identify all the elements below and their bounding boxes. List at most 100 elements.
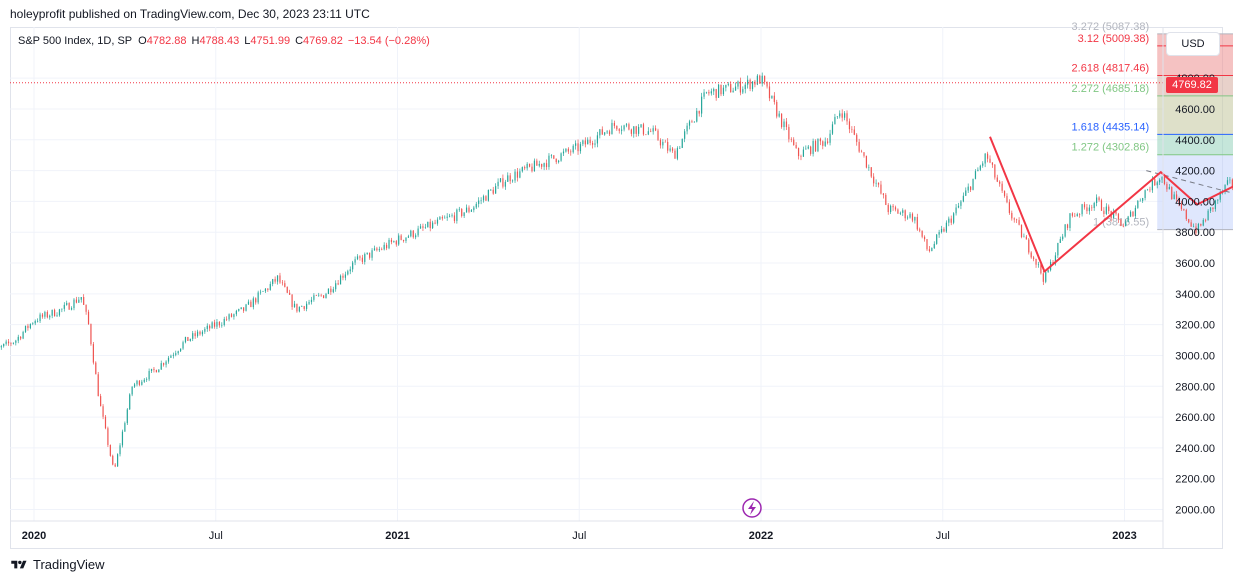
candle-body — [308, 302, 310, 304]
candle-body — [301, 306, 303, 307]
candle-body — [860, 151, 863, 153]
candle-body — [366, 252, 368, 255]
candle-body — [776, 101, 778, 117]
candle-body — [669, 148, 671, 151]
candle-body — [1161, 176, 1163, 180]
candle-body — [936, 234, 938, 244]
candle-body — [1212, 207, 1214, 210]
candle-body — [478, 200, 480, 204]
candle-body — [369, 252, 371, 258]
currency-selector[interactable]: USD — [1166, 32, 1220, 56]
candle-body — [104, 416, 107, 429]
high-value: 4788.43 — [199, 35, 240, 47]
candle-body — [419, 226, 422, 229]
candle-body — [907, 217, 909, 219]
candle-body — [880, 184, 882, 194]
candle-body — [1176, 194, 1178, 200]
candle-body — [451, 215, 453, 216]
candle-body — [70, 308, 73, 310]
y-tick-label: 3400.00 — [1175, 289, 1215, 301]
candle-body — [565, 148, 567, 152]
candle-body — [846, 113, 848, 122]
candle-body — [657, 130, 659, 140]
candle-body — [34, 321, 36, 324]
candle-body — [938, 232, 940, 235]
candle-body — [979, 165, 981, 170]
candle-body — [931, 248, 933, 252]
candle-body — [560, 153, 562, 161]
candle-body — [616, 125, 618, 130]
candle-body — [519, 171, 521, 178]
candle-body — [376, 248, 378, 251]
x-tick-label: Jul — [936, 530, 950, 542]
candle-body — [1151, 178, 1153, 191]
candle-body — [51, 309, 53, 316]
candle-body — [272, 279, 274, 285]
candle-body — [247, 301, 250, 305]
candle-body — [921, 230, 923, 237]
chart-frame[interactable] — [10, 27, 1223, 549]
candle-body — [243, 307, 245, 311]
candle-body — [119, 445, 121, 455]
candle-body — [1209, 207, 1212, 211]
candle-body — [572, 145, 574, 153]
candle-body — [146, 379, 148, 380]
y-tick-label: 4000.00 — [1175, 196, 1215, 208]
candle-body — [417, 228, 419, 236]
candle-body — [863, 152, 865, 156]
candle-body — [218, 321, 220, 326]
footer-brand[interactable]: TradingView — [10, 557, 105, 572]
candle-body — [1069, 213, 1071, 228]
candle-body — [904, 210, 906, 219]
candle-body — [112, 455, 114, 465]
x-tick-label: 2021 — [385, 530, 409, 542]
candle-body — [339, 275, 342, 285]
candle-body — [962, 195, 964, 202]
candle-body — [1103, 210, 1105, 214]
candle-body — [485, 196, 487, 201]
candle-body — [870, 167, 872, 177]
candle-body — [211, 322, 213, 329]
candle-body — [957, 205, 960, 208]
candle-body — [1166, 183, 1168, 190]
candle-body — [1003, 190, 1006, 196]
candle-body — [267, 288, 269, 290]
candle-body — [1091, 207, 1093, 209]
candle-body — [783, 121, 785, 128]
candle-body — [1185, 209, 1187, 220]
candle-body — [1226, 180, 1229, 185]
candle-body — [587, 139, 589, 145]
candle-body — [851, 129, 853, 130]
candle-body — [923, 236, 926, 240]
candle-body — [994, 164, 996, 178]
candle-body — [688, 121, 691, 126]
fib-zone — [1157, 95, 1233, 135]
candle-body — [1195, 226, 1197, 233]
candle-body — [536, 160, 538, 166]
candle-body — [926, 239, 928, 250]
candle-body — [662, 141, 664, 146]
candle-body — [684, 131, 686, 139]
candle-body — [950, 218, 952, 223]
candle-body — [293, 303, 296, 307]
candle-body — [703, 92, 705, 97]
candle-body — [732, 90, 734, 93]
candle-body — [456, 209, 458, 221]
candle-body — [446, 216, 448, 218]
candle-body — [749, 79, 751, 89]
candle-body — [1059, 239, 1061, 243]
candle-body — [589, 139, 591, 144]
candle-body — [322, 295, 325, 299]
candle-body — [1168, 186, 1170, 190]
candle-body — [674, 150, 676, 159]
candle-body — [618, 129, 620, 131]
candle-body — [63, 304, 65, 309]
candle-body — [984, 153, 986, 164]
candle-body — [100, 396, 102, 407]
candle-body — [213, 322, 216, 327]
candle-body — [531, 166, 533, 172]
candle-body — [453, 215, 456, 221]
candle-body — [911, 213, 914, 221]
candle-body — [158, 369, 160, 373]
